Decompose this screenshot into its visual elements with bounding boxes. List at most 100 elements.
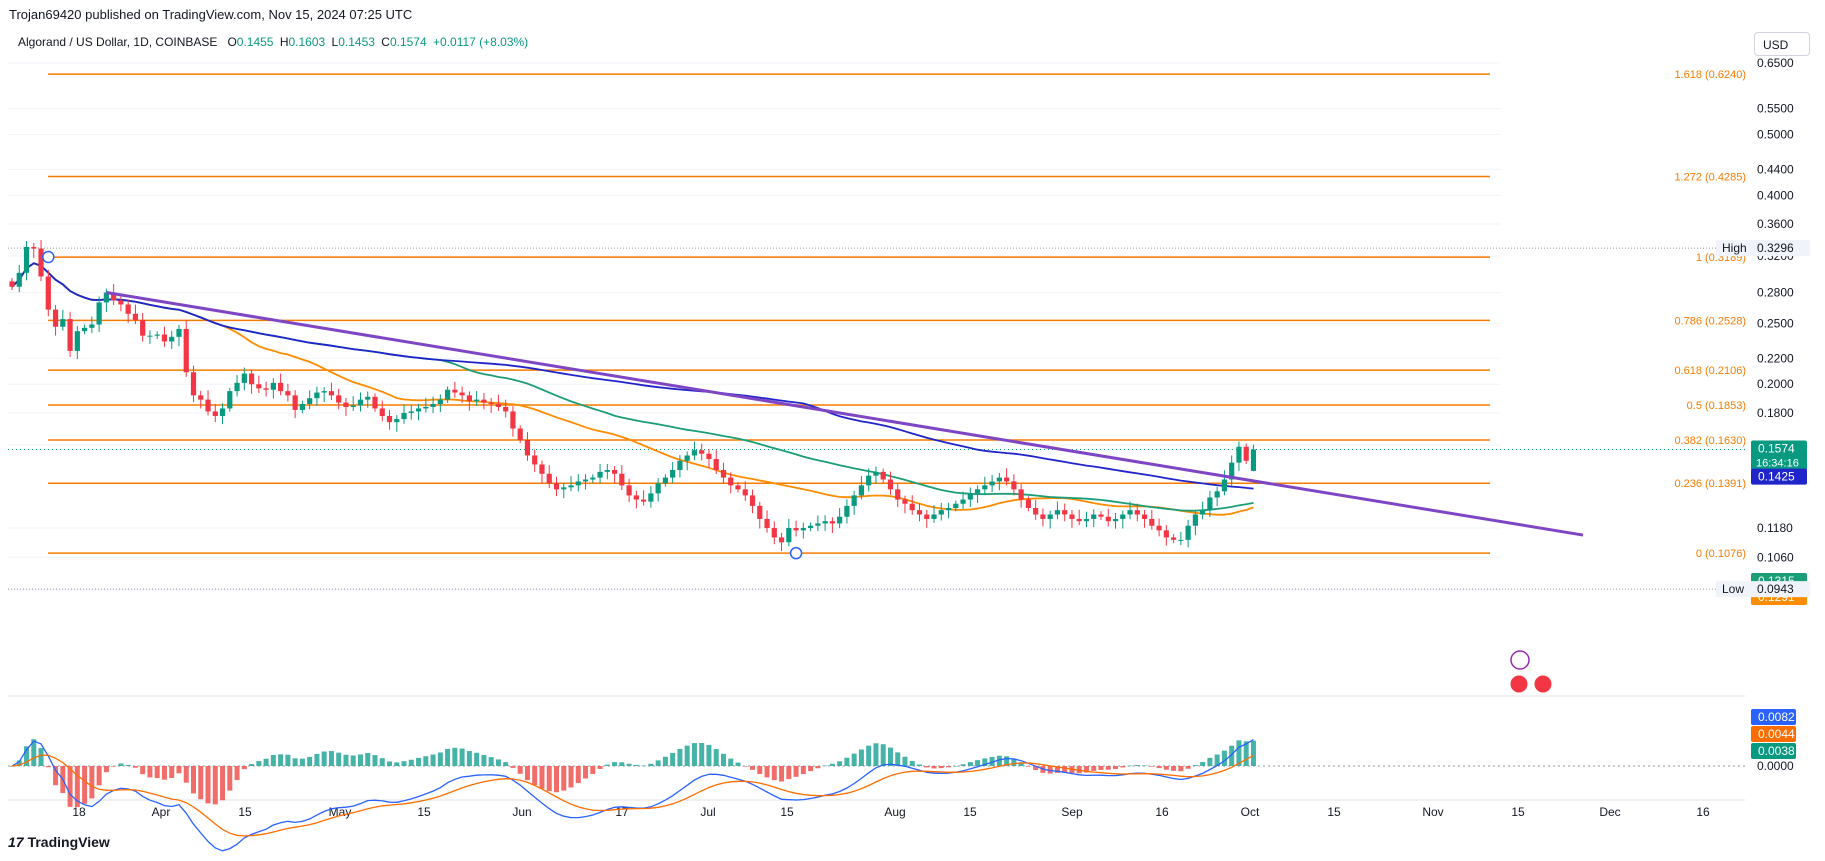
candle-body bbox=[1112, 518, 1119, 522]
candle-body bbox=[757, 505, 763, 519]
macd-histogram-bar bbox=[880, 744, 886, 766]
candle-body bbox=[248, 373, 255, 385]
candle-body bbox=[74, 331, 80, 351]
trendline bbox=[42, 250, 1584, 560]
candle-body bbox=[270, 382, 276, 390]
candle-body bbox=[423, 406, 429, 409]
price-tag-text: 0.1425 bbox=[1758, 470, 1795, 484]
macd-histogram-bar bbox=[706, 744, 712, 766]
macd-histogram-bar bbox=[1221, 750, 1227, 766]
candle-body bbox=[1171, 537, 1177, 540]
price-tags: 0.157416:34:160.14250.13150.1291High0.32… bbox=[1509, 240, 1810, 694]
candle-body bbox=[1229, 462, 1235, 480]
candle-body bbox=[590, 477, 596, 480]
trendline bbox=[106, 291, 1584, 537]
macd-histogram-bar bbox=[321, 751, 327, 766]
time-tick-label: 15 bbox=[780, 805, 794, 819]
candle-body bbox=[408, 411, 414, 413]
macd-histogram-bar bbox=[960, 764, 966, 766]
macd-histogram-bar bbox=[1250, 740, 1256, 766]
macd-histogram-bar bbox=[967, 762, 973, 766]
candle-body bbox=[1141, 514, 1148, 519]
candle-body bbox=[1250, 449, 1257, 471]
macd-histogram-bar bbox=[1200, 761, 1206, 766]
candle-body bbox=[728, 477, 734, 486]
macd-histogram-bar bbox=[481, 754, 487, 766]
macd-histogram-bar bbox=[917, 764, 922, 766]
candle-body bbox=[372, 396, 378, 409]
candle-body bbox=[539, 464, 545, 474]
macd-histogram-bar bbox=[96, 766, 102, 786]
candle-body bbox=[328, 391, 335, 396]
macd-histogram-bar bbox=[241, 766, 247, 770]
macd-histogram-bar bbox=[641, 765, 647, 767]
candle-body bbox=[198, 395, 204, 400]
price-tick-label: 0.1060 bbox=[1757, 550, 1794, 564]
candle-body bbox=[45, 276, 51, 310]
high-key: H bbox=[279, 35, 289, 49]
candle-body bbox=[1134, 510, 1140, 515]
macd-histogram-bar bbox=[1178, 766, 1184, 772]
currency-selector[interactable]: USD bbox=[1754, 32, 1810, 56]
extreme-value: 0.0943 bbox=[1757, 582, 1794, 596]
low-key: L bbox=[331, 35, 339, 49]
macd-histogram-bar bbox=[909, 760, 915, 766]
macd-histogram-bar bbox=[808, 766, 814, 772]
macd-histogram-bar bbox=[771, 766, 777, 781]
macd-histogram-bar bbox=[648, 763, 654, 766]
candle-body bbox=[648, 493, 654, 502]
candle-body bbox=[125, 304, 131, 314]
candle-body bbox=[401, 412, 407, 420]
macd-histogram-bar bbox=[74, 766, 80, 808]
candle-body bbox=[815, 523, 821, 526]
price-tick-label: 0.5500 bbox=[1757, 102, 1794, 116]
macd-histogram-bar bbox=[256, 761, 262, 766]
macd-histogram-bar bbox=[851, 753, 857, 766]
tradingview-brand[interactable]: 17 TradingView bbox=[8, 834, 110, 850]
macd-histogram-bar bbox=[132, 766, 138, 768]
price-tick-label: 0.2200 bbox=[1757, 351, 1794, 365]
macd-histogram-bar bbox=[343, 754, 349, 766]
candle-body bbox=[699, 450, 705, 454]
macd-histogram-bar bbox=[895, 752, 901, 766]
macd-value-text: 0.0044 bbox=[1758, 727, 1795, 741]
candle-body bbox=[1047, 514, 1053, 519]
candle-body bbox=[481, 399, 487, 403]
macd-histogram-bar bbox=[837, 761, 843, 766]
macd-histogram-bar bbox=[655, 760, 661, 766]
macd-histogram-bar bbox=[249, 764, 255, 766]
symbol-name[interactable]: Algorand / US Dollar, 1D, COINBASE bbox=[18, 35, 218, 49]
candle-body bbox=[1207, 497, 1213, 511]
candle-body bbox=[132, 313, 139, 321]
macd-histogram-bar bbox=[684, 745, 690, 766]
candle-body bbox=[314, 392, 320, 399]
macd-histogram-bar bbox=[713, 749, 719, 766]
macd-histogram-bar bbox=[1236, 740, 1242, 766]
macd-histogram-bar bbox=[800, 766, 806, 775]
candle-body bbox=[176, 328, 182, 337]
macd-histogram-bar bbox=[299, 758, 305, 766]
candle-body bbox=[880, 471, 886, 480]
candle-body bbox=[510, 411, 516, 429]
extreme-value: 0.3296 bbox=[1757, 241, 1794, 255]
time-axis: 18 Apr 15 May 15 Jun 17 Jul 15 Aug 15 Sep 16 Oct 15 Nov… bbox=[8, 799, 1745, 819]
candle-body bbox=[169, 336, 175, 342]
macd-value-tag bbox=[1751, 743, 1796, 759]
macd-histogram-bar bbox=[1025, 766, 1031, 767]
candle-body bbox=[916, 510, 923, 515]
macd-histogram-bar bbox=[118, 763, 124, 766]
macd-histogram-bar bbox=[416, 757, 422, 766]
macd-histogram-bar bbox=[394, 762, 400, 766]
macd-histogram-bar bbox=[336, 752, 342, 766]
macd-histogram-bar bbox=[786, 766, 792, 780]
macd-value-text: 0.0038 bbox=[1758, 744, 1795, 758]
macd-value-text: 0.0082 bbox=[1758, 710, 1795, 724]
macd-histogram-bar bbox=[953, 765, 959, 767]
candle-body bbox=[1221, 479, 1228, 492]
candle-body bbox=[866, 475, 872, 486]
candle-body bbox=[60, 319, 66, 327]
candle-body bbox=[1025, 499, 1031, 508]
macd-histogram-bar bbox=[677, 748, 683, 766]
candle-body bbox=[488, 402, 494, 405]
